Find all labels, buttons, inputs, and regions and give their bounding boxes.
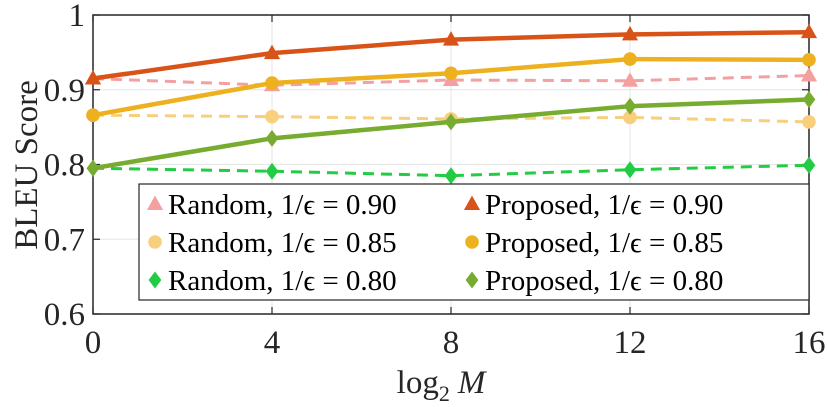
legend-label: Proposed, 1/ϵ = 0.80 — [485, 265, 723, 297]
data-point — [802, 115, 816, 129]
data-point — [800, 67, 818, 82]
series — [84, 23, 818, 185]
y-tick-label: 0.9 — [44, 73, 85, 109]
data-point — [263, 44, 281, 60]
data-point — [444, 113, 458, 131]
legend-label: Random, 1/ϵ = 0.90 — [168, 189, 397, 221]
x-tick-label: 0 — [85, 325, 102, 361]
data-point — [623, 52, 637, 66]
y-tick-label: 0.6 — [44, 297, 85, 333]
data-point — [621, 25, 639, 41]
legend-marker — [148, 235, 162, 249]
y-axis-title: BLEU Score — [9, 80, 45, 250]
data-point — [86, 108, 100, 122]
legend-marker — [463, 195, 481, 210]
x-axis-title: log2 M — [397, 365, 487, 406]
legend-marker — [465, 271, 479, 289]
data-point — [265, 109, 279, 124]
series-proposed-3 — [86, 52, 816, 122]
legend-label: Random, 1/ϵ = 0.80 — [168, 265, 397, 297]
legend: Random, 1/ϵ = 0.90 Proposed, 1/ϵ = 0.90 Ra… — [138, 183, 810, 301]
x-axis-title-var: M — [457, 365, 487, 401]
data-point — [444, 167, 458, 185]
data-point — [623, 110, 637, 125]
series-line — [92, 163, 810, 178]
data-point — [623, 97, 637, 115]
series-line — [92, 113, 810, 124]
y-tick-label: 0.8 — [44, 148, 85, 184]
legend-marker — [146, 195, 164, 210]
series-line — [92, 74, 810, 87]
y-tick-label: 0.7 — [44, 222, 85, 258]
series-proposed-1 — [84, 23, 818, 85]
data-point — [265, 129, 279, 147]
data-point — [623, 161, 637, 179]
data-point — [86, 159, 100, 177]
data-point — [84, 70, 102, 85]
legend-label: Random, 1/ϵ = 0.85 — [168, 227, 397, 259]
series-proposed-5 — [86, 90, 816, 177]
data-point — [265, 76, 279, 90]
data-point — [802, 53, 816, 67]
data-point — [442, 31, 460, 46]
x-tick-label: 8 — [443, 325, 460, 361]
legend-marker — [148, 271, 162, 289]
data-point — [800, 23, 818, 39]
data-point — [621, 72, 639, 87]
x-axis-title-sub: 2 — [439, 381, 450, 406]
legend-label: Proposed, 1/ϵ = 0.90 — [485, 189, 723, 221]
legend-marker — [465, 235, 479, 249]
data-point — [802, 156, 816, 174]
tick-labels: 0 4 8 12 16 0.6 0.7 0.8 0.9 1 — [44, 0, 826, 361]
x-tick-label: 16 — [793, 325, 826, 361]
data-point — [444, 66, 458, 81]
data-point — [802, 90, 816, 108]
y-tick-label: 1 — [69, 0, 86, 34]
x-tick-label: 12 — [614, 325, 647, 361]
legend-label: Proposed, 1/ϵ = 0.85 — [485, 227, 723, 259]
data-point — [265, 162, 279, 180]
x-axis-title-log: log — [397, 365, 439, 401]
x-tick-label: 4 — [264, 325, 281, 361]
